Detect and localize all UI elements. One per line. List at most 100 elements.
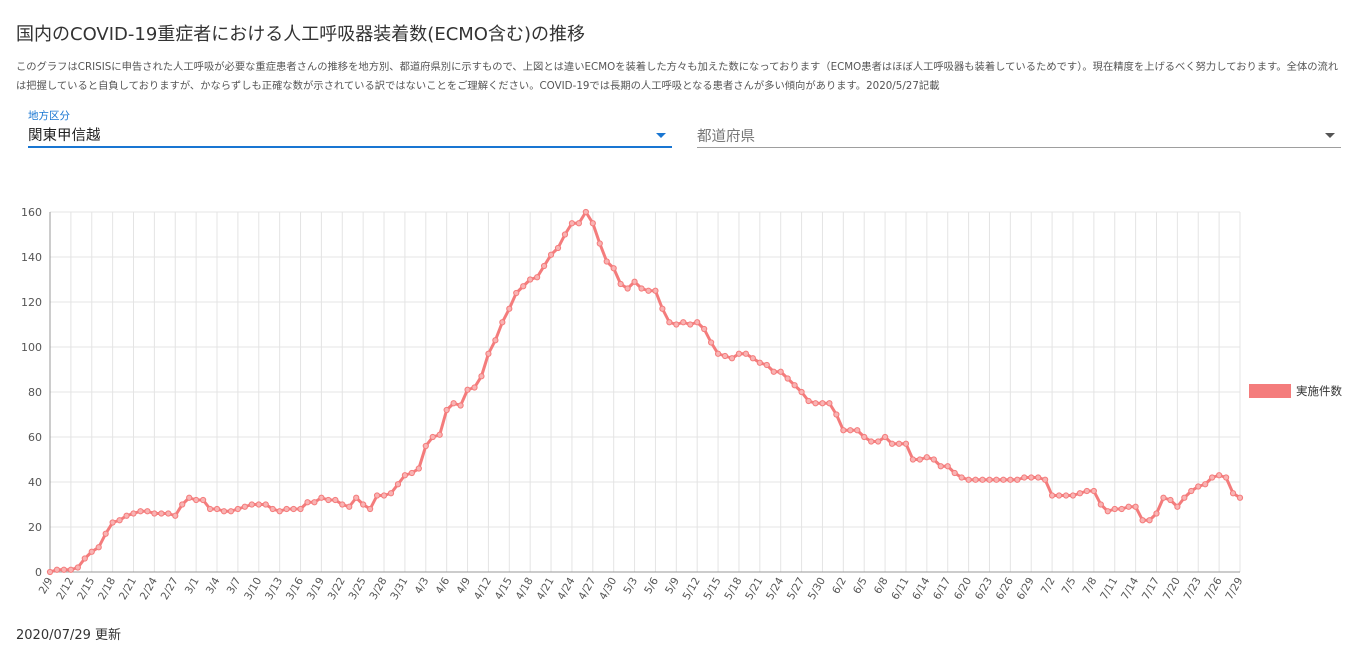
x-tick-label: 2/12 [54,576,76,602]
data-point [318,494,325,501]
data-point [666,319,673,326]
data-point [701,325,708,333]
x-tick-label: 3/28 [367,576,389,602]
data-point [67,566,74,573]
data-point [1069,492,1077,499]
data-point [506,305,513,312]
series-line [48,210,1242,574]
data-point [1153,510,1160,517]
x-tick-label: 6/11 [889,576,911,602]
data-point [186,494,193,501]
data-point [1188,487,1195,495]
dropdown-arrow-icon[interactable] [656,133,666,138]
data-point [1090,487,1097,495]
data-point [513,289,520,297]
prefecture-select-placeholder: 都道府県 [697,129,755,145]
legend-label: 実施件数 [1296,384,1342,398]
x-tick-label: 4/21 [534,576,556,602]
data-point [568,220,576,227]
data-point [798,388,805,396]
data-point [749,355,756,362]
x-tick-label: 5/30 [806,576,828,602]
data-point [1181,494,1188,501]
data-point [1028,474,1035,481]
x-tick-label: 7/29 [1223,576,1245,602]
y-tick-label: 160 [21,206,42,219]
data-point [812,400,819,407]
data-point [1076,490,1084,497]
data-point [367,505,374,513]
data-point [826,400,833,407]
x-tick-label: 3/13 [263,576,285,602]
x-tick-label: 3/22 [326,576,348,602]
data-point [680,319,687,326]
data-point [1007,476,1014,483]
data-point [1125,503,1132,510]
data-point [179,501,186,508]
x-tick-label: 7/17 [1140,576,1162,602]
data-point [540,262,548,270]
x-tick-label: 5/12 [681,576,703,602]
data-point [95,544,102,551]
x-tick-label: 4/3 [413,576,432,597]
x-tick-label: 4/9 [454,576,473,597]
x-tick-label: 6/2 [830,576,849,597]
page-title: 国内のCOVID-19重症者における人工呼吸器装着数(ECMO含む)の推移 [16,24,585,45]
data-point [728,355,736,362]
prefecture-select[interactable]: 都道府県 [697,108,1341,148]
data-point [687,321,694,328]
data-point [255,501,262,508]
data-point [909,456,917,463]
y-tick-label: 20 [28,521,42,534]
x-tick-label: 4/24 [555,575,577,602]
data-point [88,548,95,555]
dropdown-arrow-icon[interactable] [1325,133,1335,138]
data-point [46,568,54,576]
data-point [443,406,450,414]
region-select[interactable]: 地方区分 関東甲信越 [28,108,672,148]
data-point [109,519,116,526]
data-point [499,319,506,326]
data-point [923,454,930,461]
data-point [1111,505,1118,513]
data-point [297,505,304,513]
data-point [1236,494,1244,501]
data-point [311,499,318,506]
data-point [965,476,972,483]
data-point [346,503,353,510]
data-point [144,508,151,515]
y-tick-label: 140 [21,251,42,264]
data-point [1021,474,1028,481]
region-select-underline [28,146,672,148]
data-point [708,339,715,346]
data-point [1139,517,1146,524]
data-point [165,510,172,517]
data-point [603,258,610,265]
x-tick-label: 2/24 [138,575,160,602]
data-point [408,469,415,477]
data-point [116,517,123,524]
x-tick-label: 3/4 [204,575,223,596]
data-point [1209,474,1216,481]
y-tick-label: 0 [35,566,42,579]
data-point [547,251,555,258]
data-point [854,427,861,434]
data-point [429,433,436,441]
data-point [1229,490,1237,497]
x-tick-label: 2/21 [117,576,139,602]
data-point [1202,481,1209,488]
data-point [1216,472,1223,479]
data-point [387,490,395,497]
data-point [394,481,402,488]
data-point [902,440,910,447]
data-point [1167,496,1174,504]
data-point [380,492,388,499]
data-point [1174,503,1181,510]
x-tick-label: 2/18 [96,576,118,602]
data-point [895,440,903,447]
x-tick-label: 2/15 [75,576,97,602]
data-point [1146,517,1153,524]
x-tick-label: 6/26 [994,575,1016,602]
data-point [137,508,144,515]
x-tick-label: 4/30 [597,576,619,602]
